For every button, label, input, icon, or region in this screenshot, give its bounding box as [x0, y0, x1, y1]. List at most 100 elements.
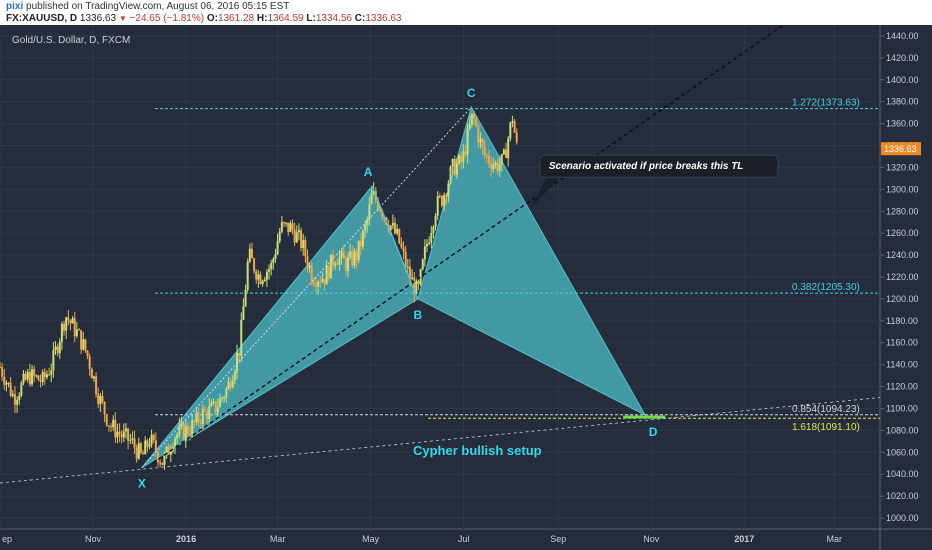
candle-body — [163, 455, 166, 465]
candle-body — [289, 223, 292, 232]
candle-body — [340, 251, 343, 258]
candle-body — [31, 369, 34, 385]
candle-body — [372, 191, 375, 195]
annotation-bubble — [539, 154, 779, 178]
candle-body — [492, 164, 495, 170]
candle-body — [323, 279, 326, 285]
candle-body — [118, 431, 121, 435]
fib-label: 1.618(1091.10) — [792, 422, 860, 433]
candle-body — [502, 149, 505, 155]
candle-body — [218, 398, 221, 408]
candle-body — [507, 138, 510, 159]
candle-body — [124, 428, 127, 432]
candle-body — [86, 350, 89, 357]
candle-body — [212, 401, 215, 403]
candle-body — [127, 428, 130, 441]
candle-body — [176, 434, 179, 439]
ohlc-line: FX:XAUUSD, D 1336.63 ▼ −24.65 (−1.81%) O… — [6, 13, 401, 24]
candle-body — [342, 251, 345, 259]
candle-body — [419, 269, 422, 285]
candle-body — [63, 323, 66, 331]
candle-body — [282, 222, 285, 224]
candle-body — [142, 452, 145, 455]
y-tick-label: 1240.00 — [886, 250, 919, 260]
candle-body — [50, 370, 53, 375]
candle-body — [265, 271, 268, 280]
candle-body — [280, 222, 283, 232]
candle-body — [67, 317, 70, 321]
y-tick-label: 1100.00 — [886, 403, 918, 413]
price-chart[interactable]: 1000.00 1020.00 1040.00 1060.00 1080.00 1100.… — [0, 25, 932, 550]
candle-body — [133, 438, 136, 448]
candle-body — [321, 279, 324, 283]
candle-body — [494, 162, 497, 165]
candle-body — [167, 446, 170, 455]
candle-body — [428, 242, 431, 244]
fib-label: 1.272(1373.63) — [792, 98, 860, 109]
candle-body — [453, 158, 456, 175]
last-price-tag-text: 1336.63 — [884, 144, 917, 154]
candle-body — [295, 232, 298, 243]
symbol-name: FX:XAUUSD, D — [6, 13, 78, 24]
candle-body — [82, 339, 85, 350]
candle-body — [477, 125, 480, 143]
candle-body — [426, 243, 429, 247]
candle-body — [3, 376, 6, 385]
x-tick-label: May — [362, 534, 380, 544]
candle-body — [174, 438, 177, 448]
candle-body — [310, 265, 313, 283]
candle-body — [22, 373, 25, 384]
y-tick-labels: 1000.00 1020.00 1040.00 1060.00 1080.00 1100.… — [880, 31, 919, 523]
candle-body — [336, 263, 339, 265]
candle-body — [404, 251, 407, 268]
candle-body — [293, 229, 296, 243]
open-label: O: — [206, 13, 218, 24]
candle-body — [229, 381, 232, 388]
candle-body — [13, 394, 16, 405]
candle-body — [242, 306, 245, 320]
candle-body — [274, 254, 277, 260]
candle-body — [41, 372, 44, 382]
candle-body — [18, 395, 21, 401]
candle-body — [436, 195, 439, 216]
pattern-point-x: X — [138, 477, 146, 491]
fib-label: 0.382(1205.30) — [792, 282, 860, 293]
candle-body — [159, 462, 162, 464]
candle-body — [351, 251, 354, 266]
candle-body — [152, 434, 155, 441]
x-tick-label: Nov — [85, 534, 102, 544]
candle-body — [490, 163, 493, 170]
candle-body — [487, 155, 490, 164]
time-axis[interactable] — [0, 529, 932, 550]
fib-label: 0.854(1094.23) — [792, 404, 860, 415]
candle-body — [432, 226, 435, 234]
candle-body — [26, 371, 29, 380]
candle-body — [344, 258, 347, 271]
candle-body — [244, 289, 247, 307]
candle-body — [227, 381, 230, 389]
candles — [0, 110, 518, 470]
candle-body — [381, 211, 384, 217]
publish-info: published on TradingView.com, August 06,… — [26, 1, 290, 12]
candle-body — [184, 426, 187, 440]
pattern-point-c: C — [467, 86, 476, 100]
candle-body — [257, 274, 260, 280]
candle-body — [334, 263, 337, 266]
candle-body — [165, 446, 168, 456]
trendlines — [0, 25, 881, 484]
candle-body — [505, 149, 508, 159]
candle-body — [468, 124, 471, 129]
candle-body — [195, 412, 198, 423]
candle-body — [236, 352, 239, 372]
brand-name[interactable]: pixi — [6, 1, 24, 12]
candle-body — [65, 317, 68, 331]
candle-body — [112, 419, 115, 428]
candle-body — [272, 259, 275, 263]
price-axis[interactable] — [880, 25, 932, 529]
pattern-name: Cypher bullish setup — [413, 443, 542, 458]
candle-body — [75, 329, 78, 337]
candle-body — [306, 256, 309, 268]
candle-body — [302, 239, 305, 249]
candle-body — [88, 356, 91, 369]
candle-body — [43, 372, 46, 378]
